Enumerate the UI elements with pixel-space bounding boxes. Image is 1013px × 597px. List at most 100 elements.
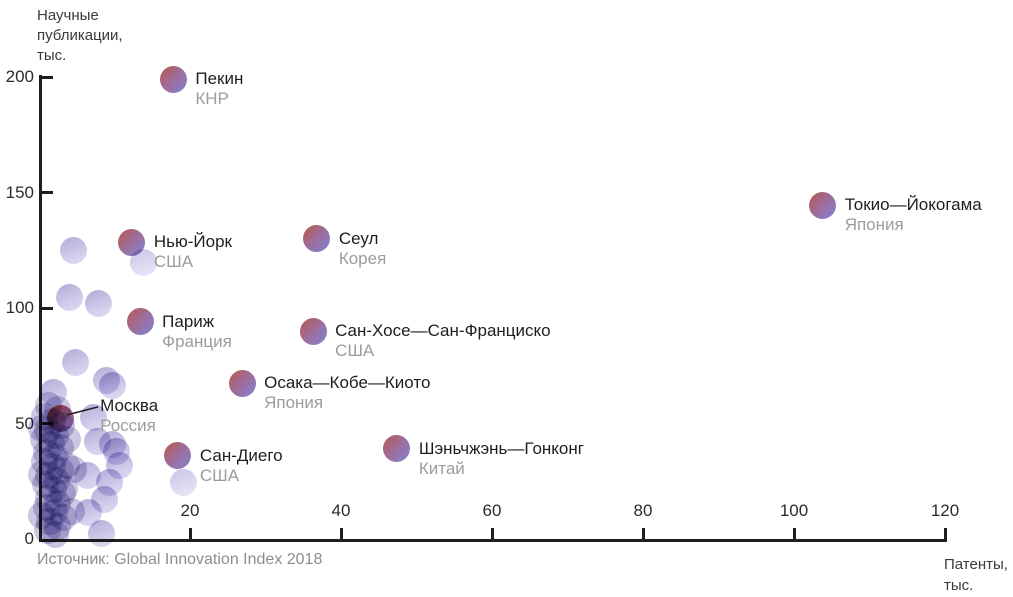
source-note: Источник: Global Innovation Index 2018 (37, 551, 323, 568)
background-bubble (49, 503, 77, 531)
x-tick-label: 40 (331, 501, 351, 520)
country-name: США (335, 341, 375, 361)
background-bubble (51, 474, 79, 502)
x-tick-mark (792, 528, 796, 539)
city-label: Сан-Диего США (200, 446, 283, 486)
city-bubble (159, 65, 187, 93)
x-tick-mark (339, 528, 343, 539)
background-bubble (46, 434, 74, 462)
y-tick-mark (42, 191, 53, 194)
background-bubble (30, 426, 58, 454)
city-bubble (46, 405, 74, 433)
background-bubble (39, 452, 67, 480)
city-label: Нью-Йорк США (154, 232, 232, 272)
city-name: Сеул (338, 228, 379, 248)
background-bubble (35, 485, 63, 513)
background-bubble (40, 443, 68, 471)
y-axis-title-line1: Научные (37, 7, 99, 24)
y-tick-mark (42, 75, 53, 79)
y-tick-mark (42, 306, 53, 310)
city-label: Париж Франция (162, 312, 232, 352)
city-name: Москва (100, 395, 159, 415)
y-tick-label: 100 (5, 298, 34, 317)
city-bubble (118, 228, 146, 256)
y-tick-label: 0 (24, 529, 34, 548)
x-tick-label: 80 (633, 501, 653, 520)
background-bubble (42, 466, 70, 494)
y-axis-title-line3: тыс. (37, 47, 67, 64)
x-tick-label: 100 (779, 501, 809, 520)
y-tick-label: 150 (5, 182, 34, 202)
y-axis-title: Научные публикации, тыс. (37, 6, 123, 66)
y-axis-title-line2: публикации, (37, 27, 123, 44)
background-bubble (33, 438, 61, 466)
city-name: Токио—Йокогама (844, 195, 982, 215)
background-bubble (31, 471, 59, 499)
x-tick-label: 20 (180, 501, 200, 520)
country-name: Россия (100, 415, 156, 435)
background-bubble (44, 512, 72, 540)
city-bubble (228, 369, 256, 397)
background-bubble (73, 461, 101, 489)
background-bubble (33, 494, 61, 522)
background-bubble (85, 289, 113, 317)
city-label: Москва Россия (100, 396, 158, 436)
x-axis-title-line1: Патенты, (944, 556, 1008, 573)
country-name: Китай (418, 458, 465, 478)
country-name: Франция (162, 331, 232, 351)
background-bubble (60, 236, 88, 264)
city-bubble (164, 442, 192, 470)
city-label: Сеул Корея (339, 229, 386, 269)
x-tick-mark (641, 528, 645, 539)
x-axis-line (39, 539, 947, 542)
city-name: Сан-Хосе—Сан-Франциско (335, 321, 551, 341)
city-bubble (303, 225, 331, 253)
country-name: КНР (195, 89, 229, 109)
x-tick-label: 120 (930, 501, 960, 520)
city-name: Шэньчжэнь—Гонконг (418, 438, 584, 458)
city-bubble (299, 317, 327, 345)
background-bubble (39, 475, 67, 503)
city-bubble (126, 308, 154, 336)
y-tick-label: 50 (15, 413, 34, 433)
city-name: Сан-Диего (199, 445, 283, 465)
city-bubble (383, 435, 411, 463)
background-bubble (27, 502, 55, 530)
city-name: Нью-Йорк (153, 232, 232, 252)
country-name: Япония (264, 393, 324, 413)
background-bubble (42, 520, 70, 548)
background-bubble (56, 284, 84, 312)
x-axis-title-line2: тыс. (944, 577, 974, 594)
city-label: Осака—Кобе—Киото Япония (264, 373, 430, 413)
x-axis-title: Патенты, тыс. (944, 554, 1008, 596)
x-tick-mark (490, 528, 494, 539)
country-name: США (199, 465, 240, 485)
x-tick-label: 60 (482, 501, 502, 520)
city-name: Осака—Кобе—Киото (264, 373, 431, 393)
background-bubble (27, 460, 55, 488)
background-bubble (37, 430, 65, 458)
city-bubble (809, 191, 837, 219)
city-label: Сан-Хосе—Сан-Франциско США (335, 321, 551, 361)
background-bubble (99, 371, 127, 399)
city-name: Пекин (195, 69, 244, 89)
background-bubble (47, 457, 75, 485)
x-tick-mark (188, 528, 192, 539)
background-bubble (39, 378, 67, 406)
city-label: Шэньчжэнь—Гонконг Китай (419, 439, 584, 479)
background-bubble (88, 519, 116, 547)
background-bubble (41, 498, 69, 526)
y-tick-label: 200 (5, 67, 34, 86)
background-bubble (169, 468, 197, 496)
city-name: Париж (162, 311, 215, 331)
country-name: Корея (338, 248, 387, 268)
country-name: Япония (844, 215, 904, 235)
x-tick-mark (943, 528, 947, 539)
country-name: США (153, 252, 194, 272)
background-bubble (48, 480, 76, 508)
city-label: Пекин КНР (195, 69, 243, 109)
background-bubble (30, 448, 58, 476)
background-bubble (34, 461, 62, 489)
y-axis-line (39, 75, 42, 542)
